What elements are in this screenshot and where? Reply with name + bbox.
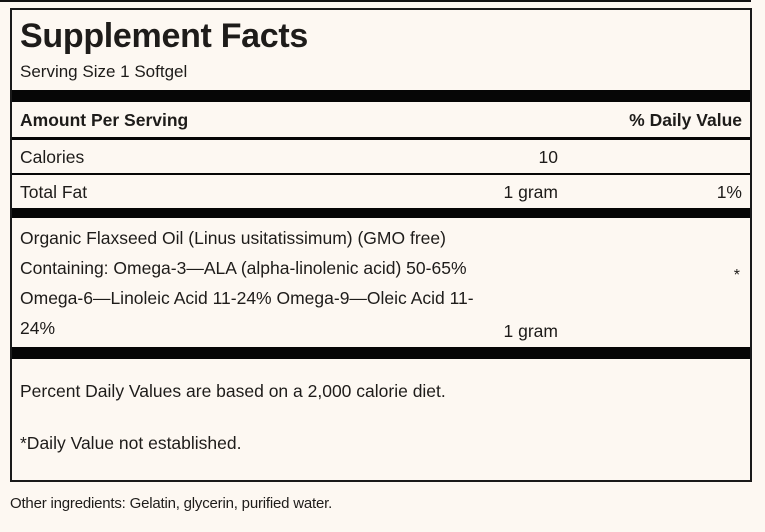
- footnote-not-established: *Daily Value not established.: [20, 433, 242, 454]
- ingredient-line: 24%: [20, 318, 56, 339]
- nutrient-name: Calories: [20, 147, 85, 168]
- column-header-row: Amount Per Serving % Daily Value: [20, 102, 742, 137]
- nutrient-name: Total Fat: [20, 182, 88, 203]
- page-top-rule: [0, 0, 751, 2]
- nutrient-row-calories: Calories 10: [20, 140, 742, 173]
- ingredient-amount: 1 gram: [503, 321, 558, 342]
- panel-title: Supplement Facts: [20, 17, 309, 55]
- ingredient-line: Omega-6—Linoleic Acid 11-24% Omega-9—Ole…: [20, 288, 474, 309]
- nutrient-row-total-fat: Total Fat 1 gram 1%: [20, 175, 742, 208]
- nutrient-daily-value: 1%: [716, 182, 742, 203]
- divider-thick-top: [12, 90, 750, 103]
- ingredient-line: Containing: Omega-3—ALA (alpha-linolenic…: [20, 258, 467, 279]
- other-ingredients-text: Other ingredients: Gelatin, glycerin, pu…: [10, 495, 333, 513]
- divider-thin: [12, 173, 750, 176]
- amount-per-serving-header: Amount Per Serving: [20, 110, 189, 131]
- page: Supplement Facts Serving Size 1 Softgel …: [10, 8, 752, 513]
- footnote-daily-values: Percent Daily Values are based on a 2,00…: [20, 381, 446, 402]
- divider-thick-middle: [12, 208, 750, 219]
- supplement-facts-panel: Supplement Facts Serving Size 1 Softgel …: [10, 8, 752, 483]
- ingredient-line: Organic Flaxseed Oil (Linus usitatissimu…: [20, 228, 446, 249]
- nutrient-amount: 1 gram: [503, 182, 558, 203]
- serving-size-text: Serving Size 1 Softgel: [20, 62, 188, 82]
- ingredient-row: Organic Flaxseed Oil (Linus usitatissimu…: [20, 218, 742, 347]
- nutrient-amount: 10: [538, 147, 558, 168]
- ingredient-daily-value-asterisk: *: [733, 267, 740, 285]
- divider-thick-bottom: [12, 347, 750, 360]
- ingredient-description: Organic Flaxseed Oil (Linus usitatissimu…: [20, 223, 550, 343]
- daily-value-header: % Daily Value: [629, 110, 742, 131]
- divider-medium: [12, 137, 750, 141]
